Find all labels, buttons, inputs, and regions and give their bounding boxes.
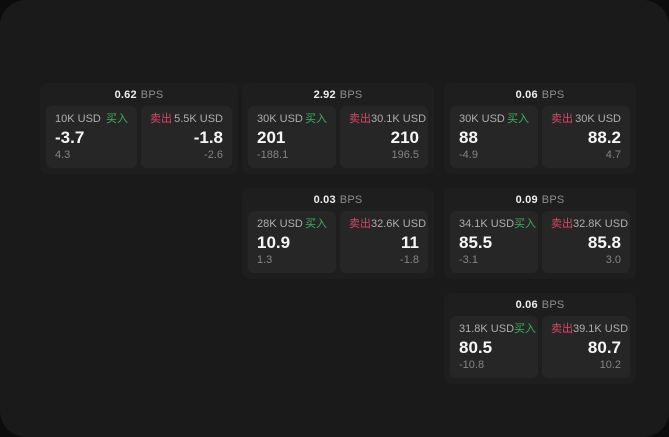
buy-size-label: 10K USD <box>55 113 101 125</box>
sell-panel[interactable]: 卖出 39.1K USD 80.7 10.2 <box>542 316 630 378</box>
sell-button[interactable]: 卖出 <box>551 323 573 335</box>
buy-button[interactable]: 买入 <box>106 113 128 125</box>
buy-change: 1.3 <box>257 254 273 266</box>
sell-change: -2.6 <box>204 149 223 161</box>
spread-value: 0.09 <box>515 193 538 206</box>
spread-header: 2.92 BPS <box>242 83 434 106</box>
quote-card: 0.62 BPS 10K USD 买入 -3.7 4.3 卖出 5.5K USD <box>40 83 238 174</box>
buy-price: 80.5 <box>459 338 493 357</box>
buy-panel[interactable]: 28K USD 买入 10.9 1.3 <box>248 211 336 273</box>
sell-button[interactable]: 卖出 <box>551 218 573 230</box>
buy-panel[interactable]: 10K USD 买入 -3.7 4.3 <box>46 106 137 168</box>
buy-size-label: 30K USD <box>257 113 303 125</box>
sell-button[interactable]: 卖出 <box>349 113 371 125</box>
buy-panel[interactable]: 34.1K USD 买入 85.5 -3.1 <box>450 211 538 273</box>
quote-card: 2.92 BPS 30K USD 买入 201 -188.1 卖出 30.1K … <box>242 83 434 174</box>
buy-button[interactable]: 买入 <box>507 113 529 125</box>
sell-size-label: 32.8K USD <box>573 218 629 230</box>
buy-price: 88 <box>459 128 478 147</box>
spread-unit: BPS <box>339 88 363 101</box>
buy-price: -3.7 <box>55 128 85 147</box>
sell-panel[interactable]: 卖出 30K USD 88.2 4.7 <box>542 106 630 168</box>
buy-button[interactable]: 买入 <box>514 323 537 335</box>
buy-change: -188.1 <box>257 149 289 161</box>
sell-panel[interactable]: 卖出 32.8K USD 85.8 3.0 <box>542 211 630 273</box>
sell-change: -1.8 <box>400 254 419 266</box>
buy-button[interactable]: 买入 <box>305 113 327 125</box>
buy-button[interactable]: 买入 <box>514 218 537 230</box>
buy-size-label: 31.8K USD <box>459 323 515 335</box>
buy-change: 4.3 <box>55 149 71 161</box>
spread-unit: BPS <box>541 88 565 101</box>
buy-panel[interactable]: 30K USD 买入 88 -4.9 <box>450 106 538 168</box>
spread-header: 0.03 BPS <box>242 188 434 211</box>
spread-unit: BPS <box>541 193 565 206</box>
sell-button[interactable]: 卖出 <box>349 218 371 230</box>
spread-unit: BPS <box>339 193 363 206</box>
quote-card: 0.06 BPS 31.8K USD 买入 80.5 -10.8 卖出 39.1… <box>444 293 636 384</box>
buy-button[interactable]: 买入 <box>305 218 327 230</box>
quote-card: 0.06 BPS 30K USD 买入 88 -4.9 卖出 30K USD <box>444 83 636 174</box>
sell-size-label: 5.5K USD <box>174 113 223 125</box>
sell-panel[interactable]: 卖出 5.5K USD -1.8 -2.6 <box>141 106 232 168</box>
buy-price: 201 <box>257 128 286 147</box>
spread-header: 0.62 BPS <box>40 83 238 106</box>
buy-panel[interactable]: 30K USD 买入 201 -188.1 <box>248 106 336 168</box>
sell-change: 10.2 <box>599 359 621 371</box>
sell-price: 11 <box>401 233 419 252</box>
buy-panel[interactable]: 31.8K USD 买入 80.5 -10.8 <box>450 316 538 378</box>
sell-price: 85.8 <box>587 233 621 252</box>
spread-value: 2.92 <box>313 88 336 101</box>
sell-price: 210 <box>390 128 419 147</box>
sell-price: 88.2 <box>587 128 621 147</box>
sell-panel[interactable]: 卖出 32.6K USD 11 -1.8 <box>340 211 428 273</box>
spread-value: 0.06 <box>515 298 538 311</box>
spread-unit: BPS <box>541 298 565 311</box>
spread-header: 0.09 BPS <box>444 188 636 211</box>
sell-button[interactable]: 卖出 <box>150 113 172 125</box>
spread-header: 0.06 BPS <box>444 293 636 316</box>
sell-size-label: 30.1K USD <box>371 113 427 125</box>
buy-price: 10.9 <box>257 233 291 252</box>
spread-unit: BPS <box>140 88 164 101</box>
sell-panel[interactable]: 卖出 30.1K USD 210 196.5 <box>340 106 428 168</box>
buy-size-label: 30K USD <box>459 113 505 125</box>
sell-change: 196.5 <box>391 149 419 161</box>
buy-size-label: 34.1K USD <box>459 218 515 230</box>
spread-value: 0.62 <box>114 88 137 101</box>
spread-header: 0.06 BPS <box>444 83 636 106</box>
sell-size-label: 39.1K USD <box>573 323 629 335</box>
sell-change: 4.7 <box>605 149 621 161</box>
sell-size-label: 30K USD <box>575 113 621 125</box>
quote-card: 0.09 BPS 34.1K USD 买入 85.5 -3.1 卖出 32.8K… <box>444 188 636 279</box>
buy-price: 85.5 <box>459 233 493 252</box>
buy-size-label: 28K USD <box>257 218 303 230</box>
spread-value: 0.06 <box>515 88 538 101</box>
sell-change: 3.0 <box>605 254 621 266</box>
sell-size-label: 32.6K USD <box>371 218 427 230</box>
buy-change: -3.1 <box>459 254 478 266</box>
buy-change: -10.8 <box>459 359 485 371</box>
spread-value: 0.03 <box>313 193 336 206</box>
sell-price: 80.7 <box>587 338 621 357</box>
sell-price: -1.8 <box>193 128 223 147</box>
quote-card: 0.03 BPS 28K USD 买入 10.9 1.3 卖出 32.6K US… <box>242 188 434 279</box>
buy-change: -4.9 <box>459 149 478 161</box>
sell-button[interactable]: 卖出 <box>551 113 573 125</box>
